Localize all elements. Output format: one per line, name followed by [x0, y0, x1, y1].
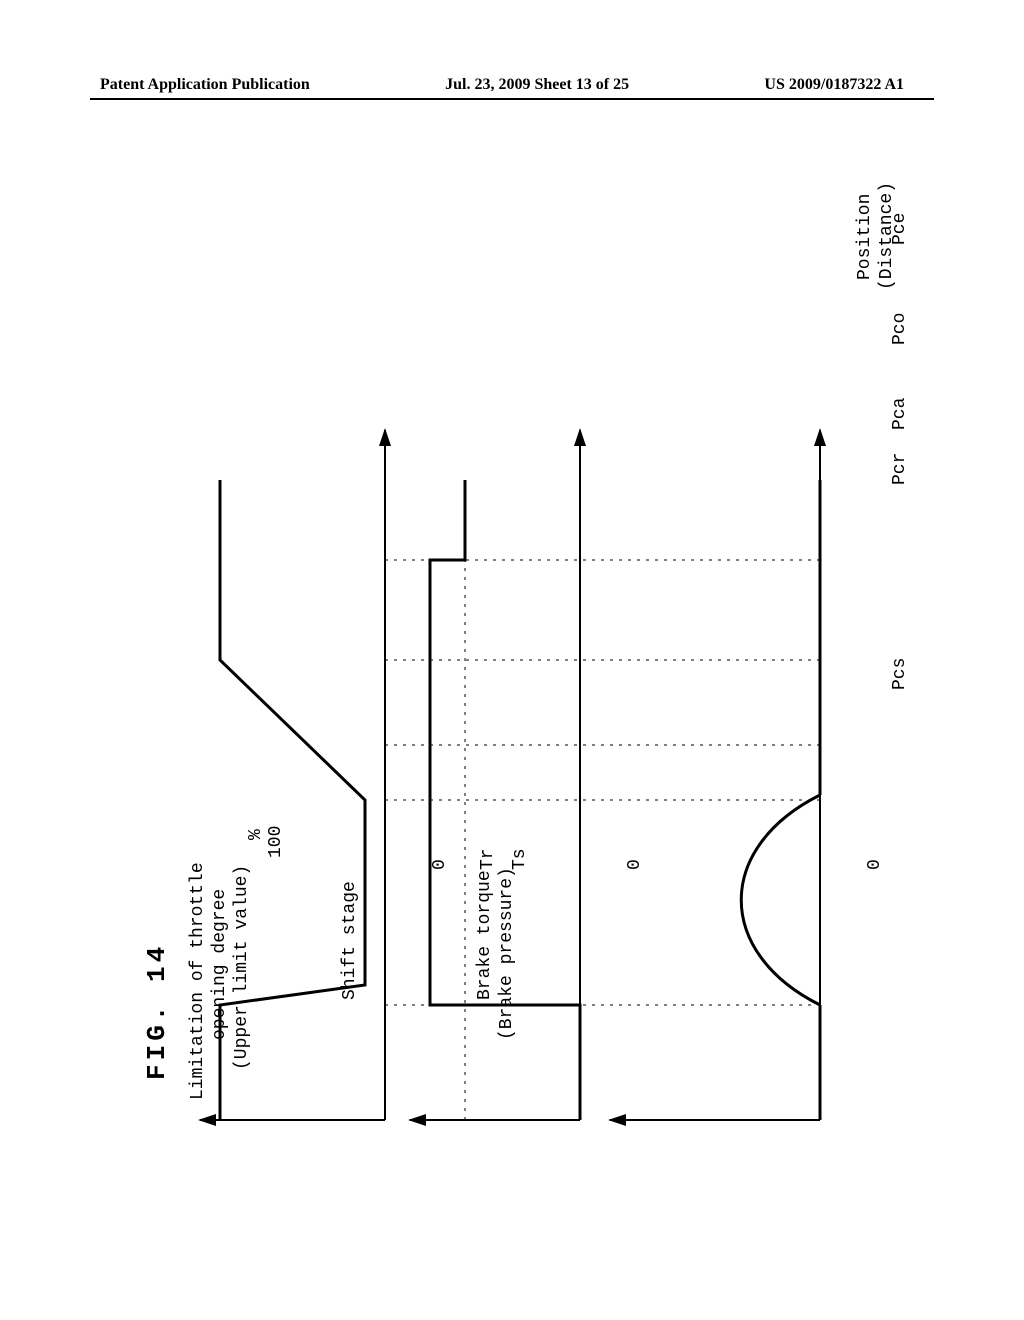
- chart-svg: [120, 160, 900, 1200]
- header-right: US 2009/0187322 A1: [764, 76, 904, 94]
- page-header: Patent Application Publication Jul. 23, …: [0, 76, 1024, 94]
- header-center: Jul. 23, 2009 Sheet 13 of 25: [445, 76, 629, 94]
- header-rule: [90, 98, 934, 100]
- header-left: Patent Application Publication: [100, 76, 310, 94]
